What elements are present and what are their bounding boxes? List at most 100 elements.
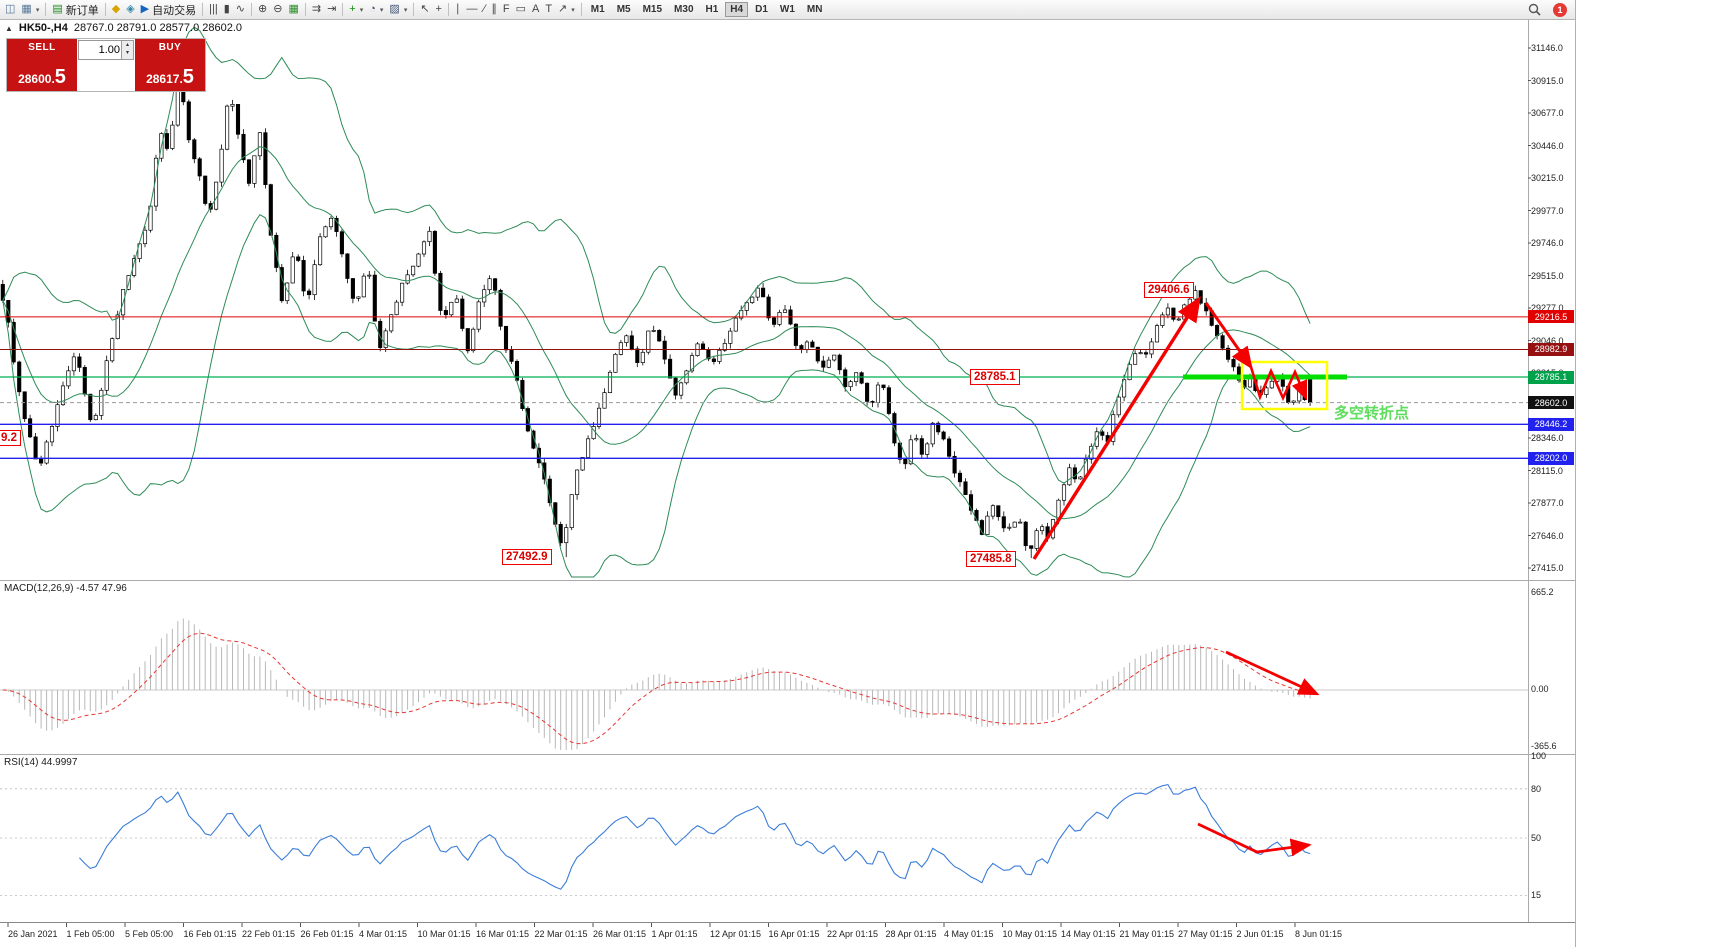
indicators-dropdown-icon[interactable]: ▾ — [359, 6, 364, 14]
date-axis-label: 26 Mar 01:15 — [593, 929, 647, 939]
chart-candles-button[interactable]: ▮ — [221, 1, 233, 18]
price-axis-tick: 30215.0 — [1531, 173, 1564, 183]
symbol-period-label: HK50-,H4 — [18, 22, 68, 34]
new-order-label: 新订单 — [65, 4, 99, 17]
timeframe-mn-button[interactable]: MN — [806, 4, 823, 15]
notification-badge[interactable]: 1 — [1553, 2, 1567, 17]
auto-scroll-button[interactable]: ⇉ — [309, 1, 324, 18]
price-axis-tick: 29515.0 — [1531, 270, 1564, 281]
crosshair-button[interactable]: + — [433, 1, 445, 18]
equidistant-channel-button[interactable]: ∥ — [488, 1, 500, 18]
auto-trading-label: 自动交易 — [152, 4, 197, 17]
chart-canvas[interactable] — [0, 0, 1575, 947]
fibonacci-button[interactable]: F — [500, 1, 513, 18]
volume-input[interactable] — [79, 41, 121, 59]
date-axis-label: 16 Feb 01:15 — [183, 929, 237, 939]
shapes-icon: ▭ — [515, 3, 526, 15]
price-chart[interactable] — [0, 0, 1575, 947]
timeframe-w1-button[interactable]: W1 — [779, 4, 795, 15]
toolbar-separator — [45, 3, 47, 16]
price-badge-28202.0[interactable]: 28202.0 — [1528, 451, 1574, 465]
rsi-indicator-label: RSI(14) 44.9997 — [4, 757, 78, 768]
price-axis-tick: 30446.0 — [1531, 140, 1564, 151]
tile-windows-button[interactable]: ▦ — [285, 1, 301, 18]
chart-bars-icon: ||| — [209, 3, 218, 15]
price-badge-28982.9[interactable]: 28982.9 — [1528, 342, 1574, 356]
volume-spinner[interactable]: ▴ ▾ — [121, 41, 133, 59]
date-axis-label: 12 Apr 01:15 — [710, 929, 762, 939]
date-axis-label: 1 Feb 05:00 — [66, 929, 115, 939]
date-axis-label: 8 Jun 01:15 — [1295, 929, 1343, 939]
chart-shift-button[interactable]: ⇥ — [324, 1, 339, 18]
chart-profiles-dropdown-icon[interactable]: ▾ — [35, 6, 40, 14]
toolbar-separator — [251, 3, 252, 16]
zoom-out-button[interactable]: ⊖ — [270, 1, 285, 18]
indicators-button[interactable]: + ▾ — [346, 1, 366, 18]
spin-up-icon[interactable]: ▴ — [125, 42, 129, 48]
trendline-button[interactable]: ∕ — [480, 1, 488, 18]
price-axis-tick: 29277.0 — [1531, 303, 1564, 313]
auto-trading-button[interactable]: ▶ 自动交易 — [138, 1, 199, 18]
zoom-in-button[interactable]: ⊕ — [255, 1, 270, 18]
toolbar-separator — [342, 3, 344, 16]
toolbar-separator — [413, 3, 415, 16]
timeframe-h4-button[interactable]: H4 — [725, 2, 749, 17]
timeframe-m30-button[interactable]: M30 — [674, 4, 694, 15]
timeframe-m15-button[interactable]: M15 — [642, 4, 663, 15]
date-axis-label: 22 Mar 01:15 — [534, 929, 588, 939]
vertical-line-button[interactable]: ∣ — [452, 1, 464, 18]
new-chart-button[interactable]: ◫ — [2, 1, 18, 18]
expert-advisors-button[interactable]: ◆ — [109, 1, 123, 18]
date-axis-label: 21 May 01:15 — [1119, 929, 1175, 939]
scripts-button[interactable]: ◈ — [123, 1, 137, 18]
price-badge-28602.0[interactable]: 28602.0 — [1528, 396, 1574, 410]
one-click-trading-panel: SELL 28600.5 ▴ ▾ BUY 28617.5 — [6, 38, 206, 92]
date-axis-label: 2 Jun 01:15 — [1236, 929, 1284, 939]
ohlc-values: 28767.0 28791.0 28577.0 28602.0 — [73, 22, 243, 34]
horizontal-line-button[interactable]: ― — [463, 1, 480, 18]
macd-indicator-label: MACD(12,26,9) -4.57 47.96 — [4, 583, 127, 594]
sell-button[interactable]: SELL 28600.5 — [7, 39, 77, 91]
price-badge-29216.5[interactable]: 29216.5 — [1528, 310, 1574, 324]
price-badge-28446.2[interactable]: 28446.2 — [1528, 417, 1574, 431]
chart-line-button[interactable]: ∿ — [233, 1, 248, 18]
arrows-tool-button[interactable]: ↗ ▾ — [555, 1, 578, 18]
timeframe-h1-button[interactable]: H1 — [705, 4, 719, 15]
chart-profiles-button[interactable]: ▦ ▾ — [18, 1, 42, 18]
price-axis-tick: 29046.0 — [1531, 335, 1564, 346]
toolbar-separator — [104, 3, 106, 16]
chart-profiles-icon: ▦ — [21, 3, 32, 15]
templates-dropdown-icon[interactable]: ▾ — [403, 6, 408, 14]
templates-button[interactable]: ▨ ▾ — [386, 1, 410, 18]
expert-advisors-icon: ◆ — [111, 3, 121, 15]
search-icon[interactable] — [1528, 3, 1541, 16]
timeframe-m1-button[interactable]: M1 — [590, 4, 605, 15]
text-tool-button[interactable]: A — [529, 1, 542, 18]
timeframe-d1-button[interactable]: D1 — [755, 4, 768, 15]
price-annotation-label: 9.2 — [0, 430, 21, 446]
buy-button[interactable]: BUY 28617.5 — [135, 39, 205, 91]
auto-scroll-icon: ⇉ — [311, 3, 322, 15]
one-click-collapse-icon[interactable]: ▲ — [5, 23, 13, 33]
periods-dropdown-icon[interactable]: ▾ — [379, 6, 384, 14]
arrows-tool-dropdown-icon[interactable]: ▾ — [571, 6, 575, 14]
periods-button[interactable]: ◔ ▾ — [366, 1, 386, 18]
indicators-icon: + — [349, 3, 356, 15]
price-annotation-label: 27485.8 — [966, 551, 1016, 567]
buy-price: 28617.5 — [146, 66, 194, 88]
shapes-button[interactable]: ▭ — [513, 1, 529, 18]
price-badge-28785.1[interactable]: 28785.1 — [1528, 370, 1574, 384]
timeframe-m5-button[interactable]: M5 — [616, 4, 631, 15]
periods-icon: ◔ — [369, 3, 376, 15]
zoom-in-icon: ⊕ — [258, 3, 268, 15]
price-axis-tick: 27877.0 — [1531, 498, 1564, 508]
cursor-button[interactable]: ↖ — [417, 1, 432, 18]
new-order-button[interactable]: ▤ 新订单 — [49, 1, 101, 18]
chart-bars-button[interactable]: ||| — [206, 1, 221, 18]
toolbar-separator — [202, 3, 204, 16]
price-axis-tick: 30915.0 — [1531, 75, 1564, 86]
label-tool-button[interactable]: T — [542, 1, 555, 18]
spin-down-icon[interactable]: ▾ — [125, 50, 129, 56]
sell-label: SELL — [28, 42, 56, 53]
date-axis-label: 4 Mar 01:15 — [359, 929, 408, 939]
